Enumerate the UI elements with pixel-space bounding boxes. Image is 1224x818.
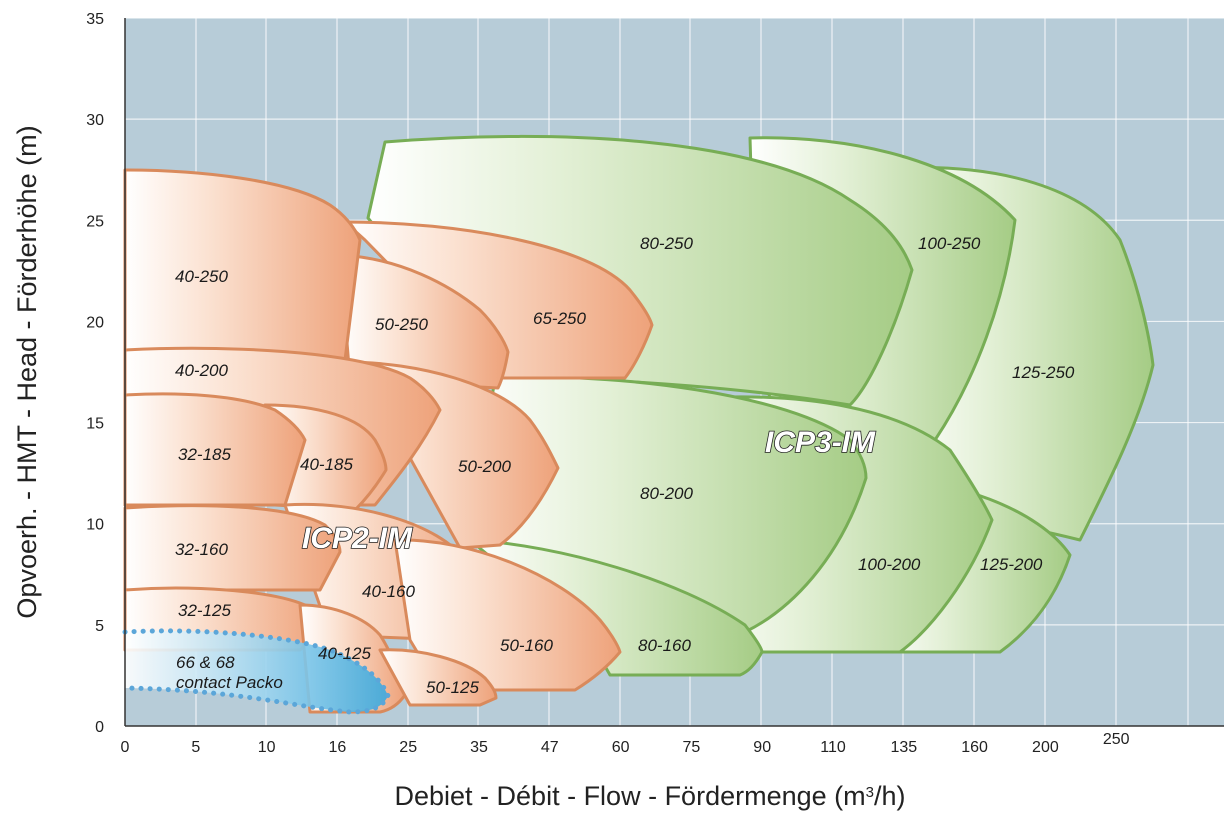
zone-80-160 xyxy=(468,538,764,677)
label-80-160: 80-160 xyxy=(638,636,691,655)
label-40-185: 40-185 xyxy=(300,455,353,474)
y-axis-title: Opvoerh. - HMT - Head - Förderhöhe (m) xyxy=(12,125,42,618)
zone-50-160 xyxy=(393,538,622,692)
y-tick-label: 15 xyxy=(86,416,104,433)
label-50-250: 50-250 xyxy=(375,315,428,334)
x-tick-label: 110 xyxy=(820,739,846,756)
zone-65-250 xyxy=(343,220,654,380)
y-tick-label: 35 xyxy=(86,11,104,28)
x-tick-label: 135 xyxy=(890,739,917,756)
x-tick-label: 90 xyxy=(753,739,771,756)
x-tick-label: 10 xyxy=(258,739,276,756)
zone-32-160 xyxy=(123,504,342,592)
x-tick-label: 47 xyxy=(541,739,559,756)
label-40-200: 40-200 xyxy=(175,361,228,380)
x-tick-label: 200 xyxy=(1032,739,1059,756)
x-axis-title-end: /h) xyxy=(874,781,906,811)
label-80-200: 80-200 xyxy=(640,484,693,503)
y-tick-label: 30 xyxy=(86,112,104,129)
y-tick-label: 0 xyxy=(95,719,104,736)
label-50-125: 50-125 xyxy=(426,678,479,697)
group-label-icp3: ICP3-IM xyxy=(765,426,876,459)
label-125-250: 125-250 xyxy=(1012,363,1075,382)
label-40-250: 40-250 xyxy=(175,267,228,286)
label-32-185: 32-185 xyxy=(178,445,231,464)
zone-40-250 xyxy=(123,168,362,362)
label-50-160: 50-160 xyxy=(500,636,553,655)
packo-label-line1: 66 & 68 xyxy=(176,653,235,672)
x-tick-label: 35 xyxy=(470,739,488,756)
label-40-160: 40-160 xyxy=(362,582,415,601)
label-32-125: 32-125 xyxy=(178,601,231,620)
x-axis-title-sup: 3 xyxy=(866,784,874,801)
zone-50-125 xyxy=(378,648,498,707)
x-tick-labels: 0 5 10 16 25 35 47 60 75 90 110 135 160 200 250 xyxy=(121,731,1130,756)
label-80-250: 80-250 xyxy=(640,234,693,253)
x-tick-label: 0 xyxy=(121,739,130,756)
zone-50-250 xyxy=(338,253,510,390)
y-tick-labels: 0 5 10 15 20 25 30 35 xyxy=(86,11,104,736)
icp3-zones xyxy=(366,134,1155,677)
x-axis-title: Debiet - Débit - Flow - Fördermenge (m3/… xyxy=(395,781,906,811)
x-tick-label: 60 xyxy=(612,739,630,756)
zone-32-185 xyxy=(123,392,307,507)
y-tick-label: 5 xyxy=(95,618,104,635)
group-label-icp2: ICP2-IM xyxy=(302,522,413,555)
x-tick-label: 250 xyxy=(1103,731,1130,748)
x-tick-label: 160 xyxy=(961,739,988,756)
y-tick-label: 10 xyxy=(86,517,104,534)
label-65-250: 65-250 xyxy=(533,309,586,328)
zone-labels: 40-250 50-250 65-250 40-200 50-200 32-18… xyxy=(175,234,1075,697)
x-tick-label: 75 xyxy=(683,739,701,756)
packo-label-line2: contact Packo xyxy=(176,673,283,692)
label-100-200: 100-200 xyxy=(858,555,921,574)
label-40-125: 40-125 xyxy=(318,644,371,663)
zone-packo xyxy=(122,628,391,715)
y-tick-label: 20 xyxy=(86,314,104,331)
y-tick-label: 25 xyxy=(86,213,104,230)
icp2-zones xyxy=(123,168,654,714)
label-125-200: 125-200 xyxy=(980,555,1043,574)
label-50-200: 50-200 xyxy=(458,457,511,476)
x-tick-label: 25 xyxy=(399,739,417,756)
x-tick-label: 5 xyxy=(191,739,200,756)
label-100-250: 100-250 xyxy=(918,234,981,253)
x-axis-title-main: Debiet - Débit - Flow - Fördermenge (m xyxy=(395,781,866,811)
label-32-160: 32-160 xyxy=(175,540,228,559)
x-tick-label: 16 xyxy=(329,739,347,756)
